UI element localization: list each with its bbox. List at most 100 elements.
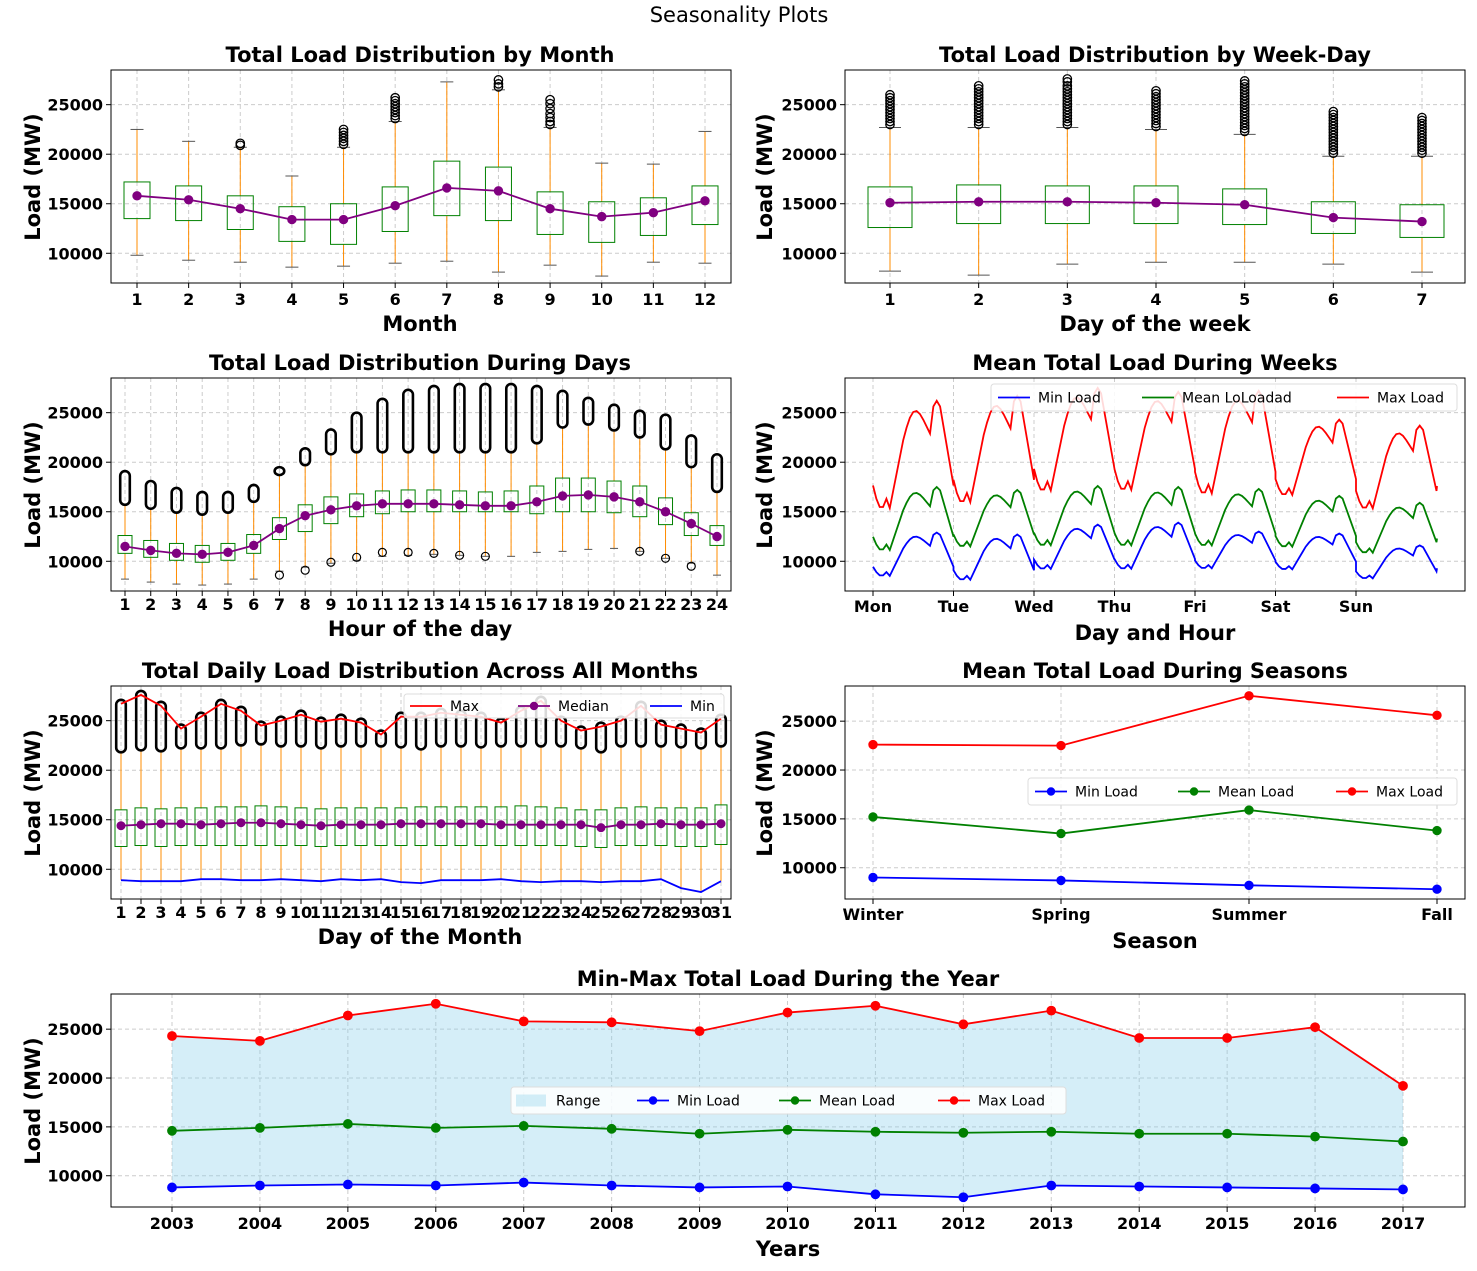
flier-point: [1328, 112, 1339, 123]
flier-point: [274, 570, 285, 580]
min-load-marker: [1432, 884, 1442, 894]
y-tick-label: 25000: [47, 404, 103, 423]
median-marker: [656, 819, 666, 829]
flier-cluster: [710, 452, 724, 494]
x-tick-label: 6: [248, 595, 259, 614]
y-tick-label: 15000: [47, 503, 103, 522]
y-tick-label: 15000: [781, 810, 837, 829]
box-iqr: [477, 491, 493, 513]
flier-point: [545, 119, 555, 130]
legend-marker: [648, 1096, 658, 1105]
mean-load-marker: [870, 1126, 881, 1137]
x-tick-label: 11: [642, 290, 664, 309]
flier-point: [1328, 106, 1339, 117]
min-load-marker: [958, 1192, 969, 1203]
max-load-marker: [430, 998, 441, 1009]
x-axis-label: Years: [755, 1237, 821, 1261]
chart-title: Total Load Distribution by Week-Day: [939, 43, 1371, 67]
x-tick-label: 16: [500, 595, 522, 614]
min-load-line: [872, 876, 1438, 891]
flier-cluster: [479, 382, 492, 454]
flier-point: [660, 553, 671, 563]
flier-cluster: [273, 465, 286, 477]
x-tick-label: 11: [310, 903, 332, 922]
x-axis-label: Day of the week: [1059, 312, 1251, 336]
box-iqr: [588, 201, 616, 243]
x-tick-label: 22: [654, 595, 676, 614]
x-tick-label: 2004: [238, 1214, 283, 1233]
chart-hour: Total Load Distribution During Days Hour…: [21, 351, 732, 641]
flier-cluster: [134, 689, 148, 752]
legend-label: Min Load: [1038, 391, 1101, 407]
mean-load-marker: [606, 1123, 617, 1134]
box-iqr: [234, 806, 248, 847]
flier-cluster: [504, 382, 518, 454]
x-tick-label: 8: [300, 595, 311, 614]
flier-point: [493, 81, 504, 92]
median-marker: [436, 819, 446, 829]
x-tick-label: 13: [350, 903, 372, 922]
box-iqr: [226, 195, 254, 231]
median-marker: [454, 500, 465, 510]
box-iqr: [867, 186, 913, 229]
box-iqr: [117, 535, 133, 554]
flier-point: [493, 75, 504, 85]
y-tick-label: 10000: [47, 1167, 103, 1186]
y-tick-label: 10000: [781, 244, 837, 263]
median-marker: [156, 819, 166, 829]
y-axis-label: Load (MW): [753, 421, 777, 549]
mean-marker: [183, 195, 194, 205]
y-tick-label: 10000: [47, 860, 103, 879]
legend-label: Mean Load: [1218, 785, 1294, 801]
max-load-marker: [1056, 740, 1066, 751]
box-iqr: [709, 525, 725, 546]
flier-cluster: [494, 717, 508, 748]
flier-point: [300, 565, 310, 575]
mean-marker: [973, 197, 984, 207]
x-tick-label: 31: [710, 903, 732, 922]
x-tick-label: 1: [115, 903, 126, 922]
x-tick-label: 3: [171, 595, 182, 614]
median-marker: [536, 820, 546, 830]
flier-point: [326, 557, 336, 567]
x-tick-label: 1: [131, 290, 142, 309]
x-tick-label: 2015: [1205, 1214, 1250, 1233]
x-tick-label: 15: [474, 595, 496, 614]
mean-load-marker: [1056, 828, 1066, 839]
x-tick-label: 2013: [1029, 1214, 1074, 1233]
max-load-marker: [958, 1019, 969, 1030]
mean-load-marker: [1046, 1126, 1057, 1137]
flier-point: [403, 547, 413, 557]
x-tick-label: 29: [670, 903, 692, 922]
median-marker: [609, 492, 619, 502]
y-tick-label: 10000: [47, 552, 103, 571]
x-tick-label: 14: [370, 903, 392, 922]
max-load-marker: [1310, 1022, 1320, 1033]
x-axis-label: Hour of the day: [328, 617, 513, 641]
flier-cluster: [633, 409, 646, 439]
mean-load-marker: [1244, 805, 1254, 815]
x-tick-label: 26: [610, 903, 632, 922]
chart-title: Mean Total Load During Weeks: [972, 351, 1337, 375]
axes-frame: [844, 685, 1466, 900]
y-axis-label: Load (MW): [753, 113, 777, 241]
chart-month: Total Load Distribution by Month Month L…: [21, 43, 732, 336]
y-tick-label: 25000: [781, 96, 837, 115]
box-iqr: [554, 807, 568, 847]
x-tick-label: 25: [590, 903, 612, 922]
mean-load-marker: [167, 1125, 177, 1136]
box-iqr: [614, 807, 628, 847]
x-tick-label: 16: [410, 903, 432, 922]
box-iqr: [639, 197, 667, 236]
y-tick-label: 10000: [781, 552, 837, 571]
max-load-marker: [1046, 1005, 1057, 1016]
x-tick-label: 2008: [589, 1214, 634, 1233]
x-tick-label: 2: [183, 290, 194, 309]
x-tick-label: 17: [430, 903, 452, 922]
median-marker: [216, 819, 226, 829]
x-tick-label: 5: [222, 595, 233, 614]
flier-point: [338, 127, 349, 138]
flier-point: [545, 98, 555, 109]
box-iqr: [691, 185, 719, 226]
flier-cluster: [402, 388, 415, 454]
